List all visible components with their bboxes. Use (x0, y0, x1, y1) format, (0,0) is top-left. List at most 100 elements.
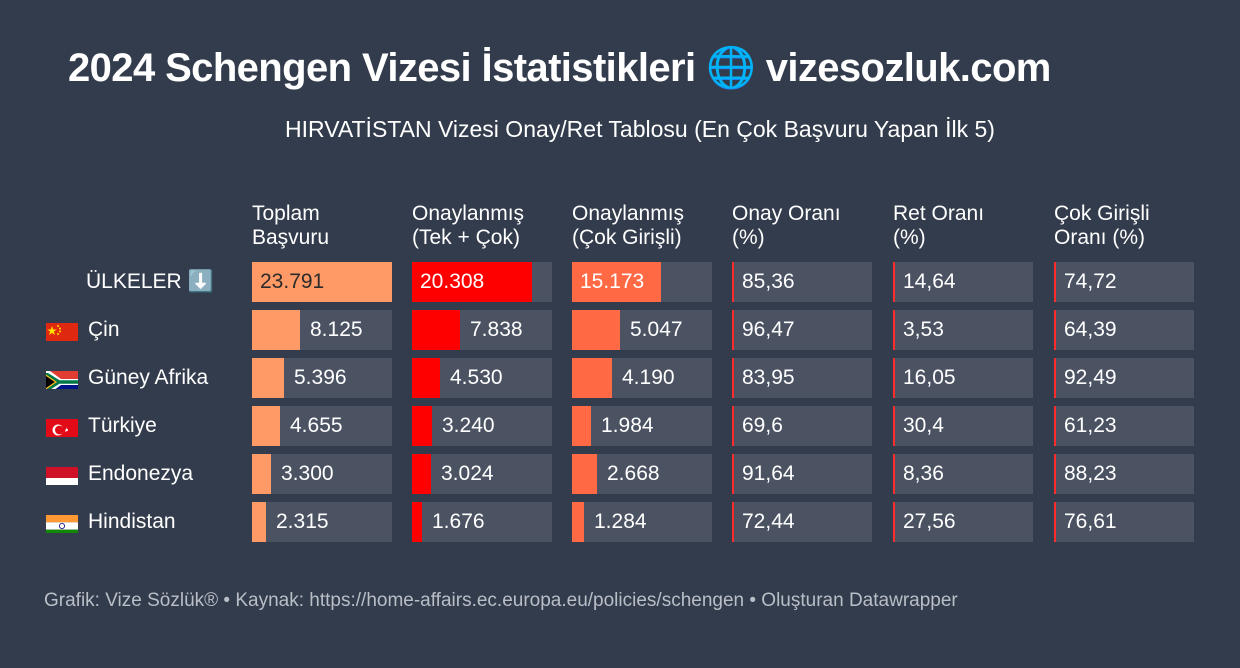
cell-onay: 3.240 (412, 406, 552, 446)
column-header-line: Oranı (%) (1054, 226, 1146, 249)
bar-fill (252, 310, 300, 350)
cell-onay_orani: 85,36 (732, 262, 872, 302)
flag-cn-icon (46, 319, 78, 341)
cell-onay_orani: 69,6 (732, 406, 872, 446)
country-name: Türkiye (88, 414, 157, 437)
bar-fill (412, 406, 432, 446)
column-header-ret_orani: Ret Oranı (%) (893, 202, 1043, 250)
cell-value: 4.530 (450, 366, 503, 389)
rate-indicator (1054, 262, 1056, 302)
total-row-label: ÜLKELER ⬇️ (86, 262, 214, 302)
flag-tr-icon (46, 415, 78, 437)
bar-fill (412, 310, 460, 350)
cell-cok_orani: 74,72 (1054, 262, 1194, 302)
cell-cok: 4.190 (572, 358, 712, 398)
cell-value: 30,4 (903, 414, 944, 437)
cell-value: 69,6 (742, 414, 783, 437)
cell-value: 76,61 (1064, 510, 1117, 533)
bar-fill (572, 406, 591, 446)
bar-fill (252, 358, 284, 398)
rate-indicator (732, 406, 734, 446)
column-header-line: Onaylanmış (412, 202, 525, 225)
rate-indicator (732, 262, 734, 302)
rate-indicator (893, 358, 895, 398)
bar-fill (412, 454, 431, 494)
country-row-label: Çin (46, 310, 120, 350)
cell-cok: 2.668 (572, 454, 712, 494)
cell-cok_orani: 64,39 (1054, 310, 1194, 350)
bar-fill (572, 502, 584, 542)
cell-ret_orani: 27,56 (893, 502, 1033, 542)
column-header-line: (%) (732, 226, 765, 249)
cell-value: 1.676 (432, 510, 485, 533)
rate-indicator (1054, 406, 1056, 446)
column-header-line: Toplam (252, 202, 320, 225)
cell-value: 96,47 (742, 318, 795, 341)
column-header-cok: Onaylanmış (Çok Girişli) (572, 202, 722, 250)
country-row-label: Hindistan (46, 502, 176, 542)
cell-value: 2.668 (607, 462, 660, 485)
cell-value: 61,23 (1064, 414, 1117, 437)
cell-value: 27,56 (903, 510, 956, 533)
country-name: Hindistan (88, 510, 176, 533)
cell-onay_orani: 96,47 (732, 310, 872, 350)
cell-value: 3.240 (442, 414, 495, 437)
column-header-line: Çok Girişli (1054, 202, 1150, 225)
column-header-line: Ret Oranı (893, 202, 985, 225)
bar-fill (572, 454, 597, 494)
cell-value: 7.838 (470, 318, 523, 341)
cell-value: 1.284 (594, 510, 647, 533)
bar-fill (252, 502, 266, 542)
flag-in-icon (46, 511, 78, 533)
country-name: Endonezya (88, 462, 194, 485)
cell-value: 5.396 (294, 366, 347, 389)
column-header-line: Onay Oranı (732, 202, 841, 225)
column-header-onay_orani: Onay Oranı (%) (732, 202, 882, 250)
cell-value: 8.125 (310, 318, 363, 341)
cell-ret_orani: 14,64 (893, 262, 1033, 302)
cell-value: 88,23 (1064, 462, 1117, 485)
rate-indicator (1054, 454, 1056, 494)
rate-indicator (732, 310, 734, 350)
country-name: Güney Afrika (88, 366, 209, 389)
cell-value: 3.300 (281, 462, 334, 485)
bar-fill (412, 262, 532, 302)
rate-indicator (893, 502, 895, 542)
cell-cok_orani: 88,23 (1054, 454, 1194, 494)
cell-cok: 1.284 (572, 502, 712, 542)
cell-onay: 3.024 (412, 454, 552, 494)
bar-fill (252, 406, 280, 446)
column-header-onay: Onaylanmış (Tek + Çok) (412, 202, 562, 250)
cell-value: 91,64 (742, 462, 795, 485)
cell-onay: 7.838 (412, 310, 552, 350)
cell-onay: 1.676 (412, 502, 552, 542)
bar-fill (252, 262, 392, 302)
column-header-line: (Çok Girişli) (572, 226, 682, 249)
cell-value: 23.791 (260, 270, 325, 293)
cell-value: 72,44 (742, 510, 795, 533)
cell-value: 1.984 (601, 414, 654, 437)
rate-indicator (1054, 358, 1056, 398)
cell-value: 74,72 (1064, 270, 1117, 293)
country-name: ÜLKELER ⬇️ (86, 270, 214, 293)
source-footer: Grafik: Vize Sözlük® • Kaynak: https://h… (44, 590, 958, 611)
cell-cok_orani: 76,61 (1054, 502, 1194, 542)
rate-indicator (732, 502, 734, 542)
cell-cok: 15.173 (572, 262, 712, 302)
rate-indicator (893, 406, 895, 446)
bar-fill (252, 454, 271, 494)
column-header-line: Başvuru (252, 226, 330, 249)
cell-toplam: 4.655 (252, 406, 392, 446)
cell-value: 20.308 (420, 270, 485, 293)
bar-fill (572, 358, 612, 398)
column-header-toplam: Toplam Başvuru (252, 202, 402, 250)
cell-onay: 20.308 (412, 262, 552, 302)
cell-onay: 4.530 (412, 358, 552, 398)
cell-value: 83,95 (742, 366, 795, 389)
cell-cok: 5.047 (572, 310, 712, 350)
cell-onay_orani: 83,95 (732, 358, 872, 398)
country-row-label: Türkiye (46, 406, 157, 446)
rate-indicator (1054, 502, 1056, 542)
cell-value: 16,05 (903, 366, 956, 389)
cell-toplam: 3.300 (252, 454, 392, 494)
